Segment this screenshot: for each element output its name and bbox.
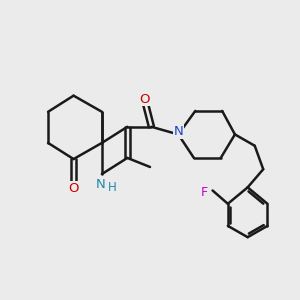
Text: N: N	[173, 125, 183, 138]
Text: H: H	[108, 181, 117, 194]
Text: O: O	[68, 182, 79, 195]
Text: F: F	[201, 186, 208, 199]
Text: N: N	[96, 178, 105, 191]
Text: O: O	[139, 92, 150, 106]
